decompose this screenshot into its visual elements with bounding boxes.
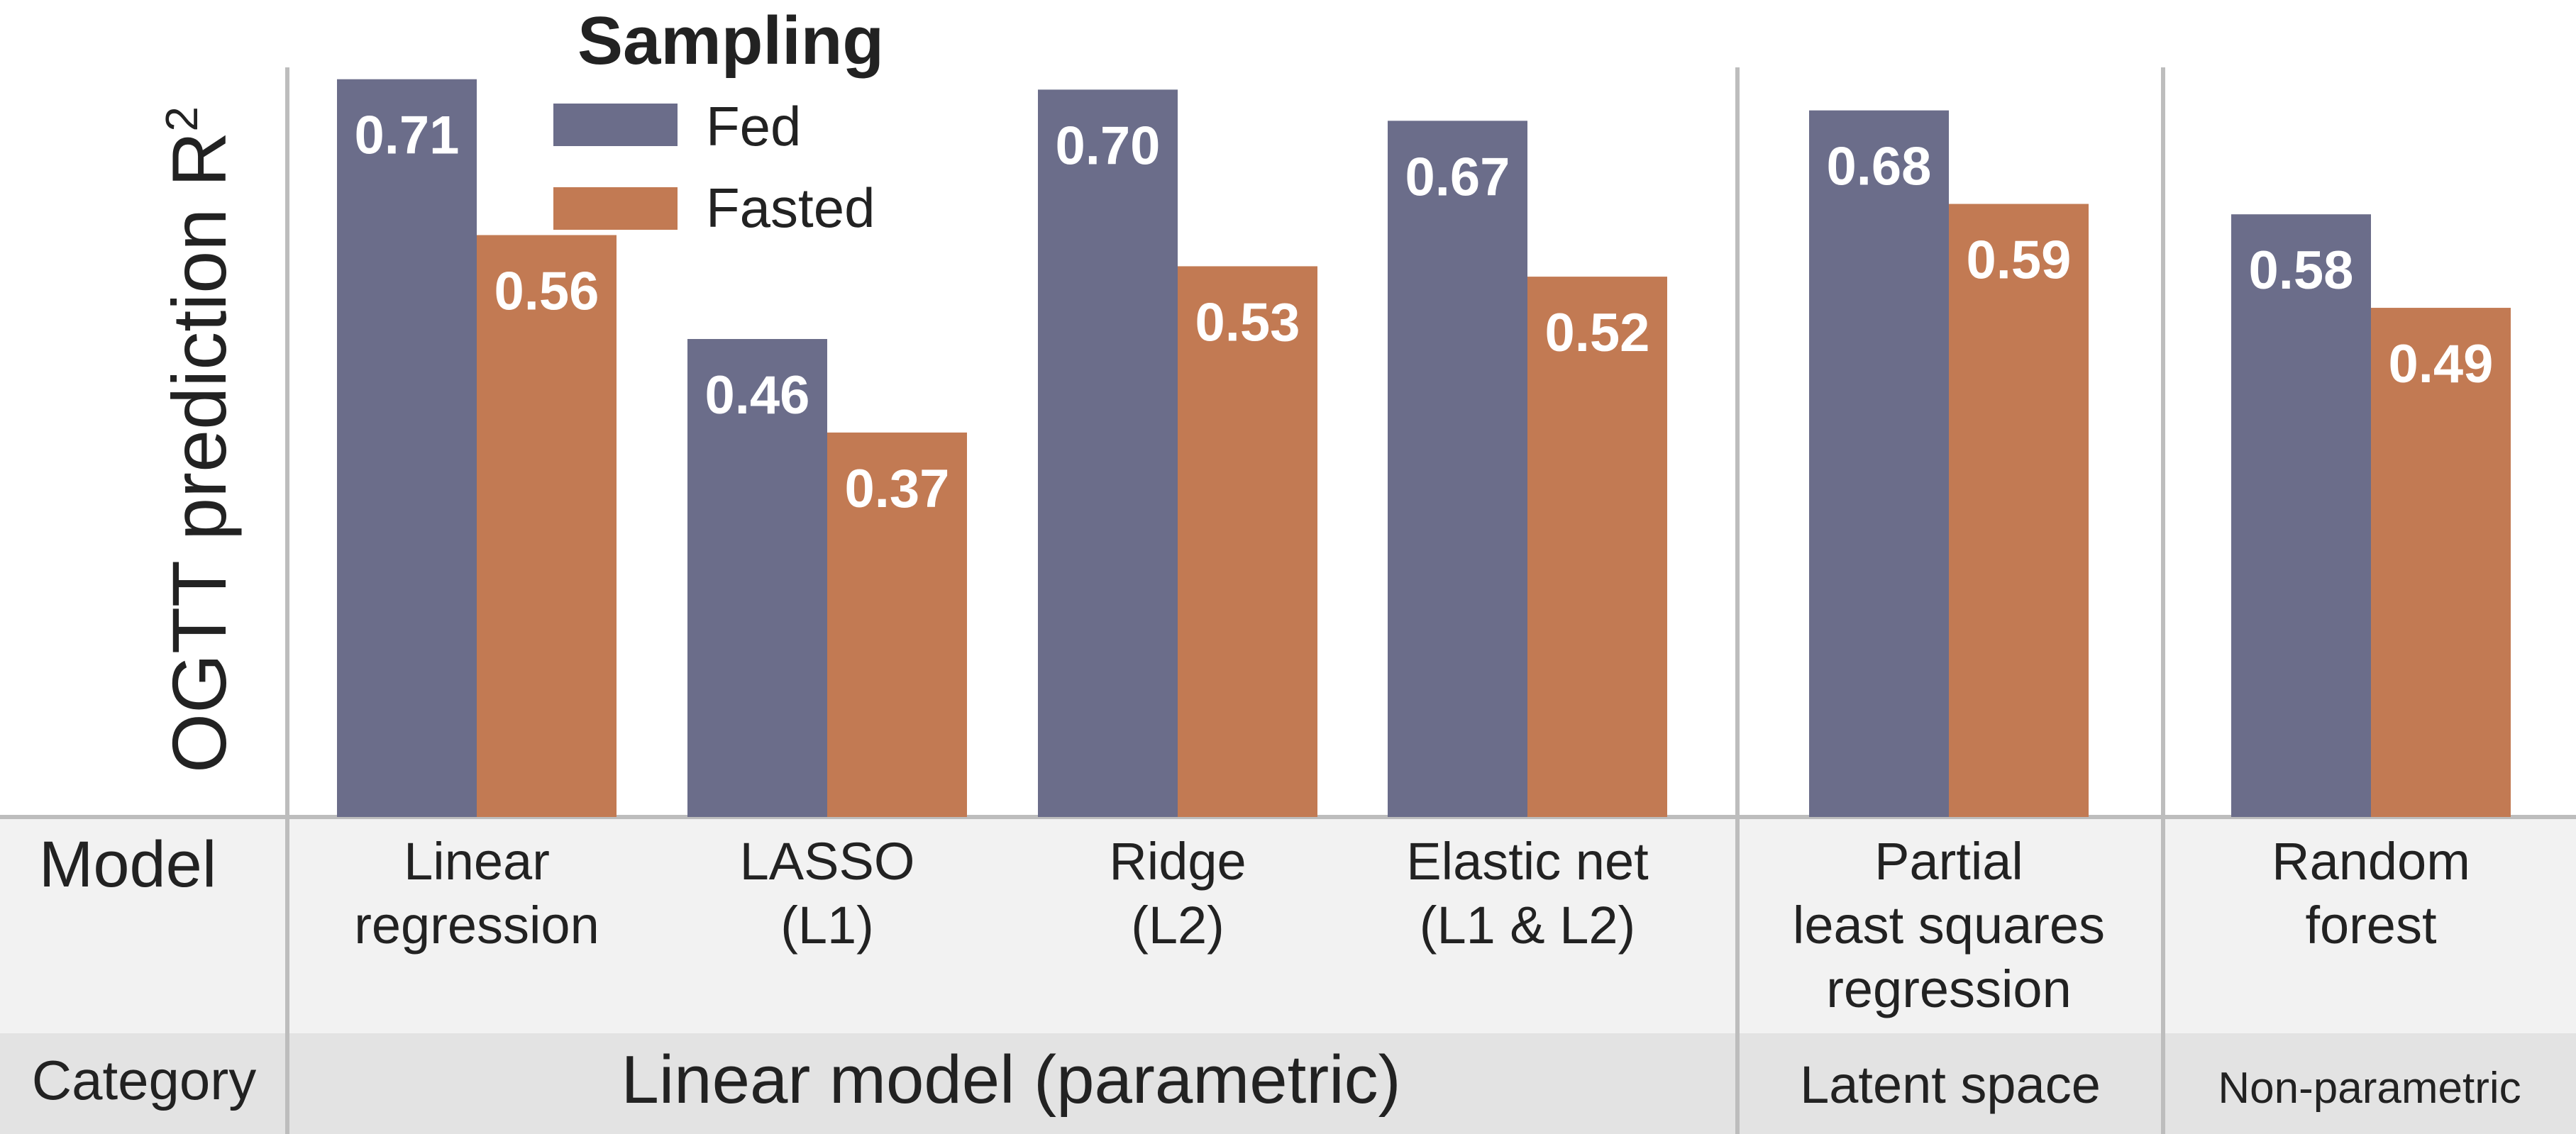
bar-label-fed-linear-regression: 0.71 (355, 106, 460, 166)
bar-fasted-linear-regression (477, 235, 617, 817)
bar-fed-linear-regression (337, 79, 477, 817)
category-label-latent-space: Latent space (1800, 1055, 2101, 1114)
bar-label-fed-lasso-l1: 0.46 (705, 365, 810, 426)
model-label-ridge-l2: Ridge (L2) (1109, 832, 1246, 955)
bar-fed-random-forest (2231, 214, 2371, 818)
legend-swatch-fasted (553, 187, 678, 230)
bar-fed-elastic-net-l1-l2 (1388, 121, 1527, 818)
bar-label-fed-elastic-net-l1-l2: 0.67 (1405, 147, 1510, 207)
bar-fed-partial-least-squares-regression (1809, 110, 1949, 817)
bar-fasted-ridge-l2 (1178, 266, 1317, 818)
y-axis-title: OGTT prediction R2 (156, 106, 242, 773)
bar-label-fasted-linear-regression: 0.56 (494, 261, 599, 321)
model-label-partial-least-squares-regression: Partial least squares regression (1793, 832, 2105, 1018)
model-label-linear-regression: Linear regression (354, 832, 599, 955)
category-label-non-parametric: Non-parametric (2218, 1064, 2521, 1113)
legend-swatch-fed (553, 104, 678, 146)
bar-label-fasted-partial-least-squares-regression: 0.59 (1967, 230, 2072, 291)
bar-label-fed-ridge-l2: 0.70 (1056, 116, 1161, 176)
bar-fasted-partial-least-squares-regression (1949, 204, 2089, 818)
bar-label-fasted-random-forest: 0.49 (2389, 334, 2494, 394)
legend-title: Sampling (577, 3, 884, 79)
legend-label-fed: Fed (706, 95, 801, 157)
category-row-background (0, 1033, 2576, 1134)
bar-label-fasted-lasso-l1: 0.37 (845, 459, 950, 519)
bar-fed-lasso-l1 (687, 339, 827, 817)
bar-label-fed-random-forest: 0.58 (2249, 240, 2354, 301)
category-label-linear-model-parametric: Linear model (parametric) (621, 1042, 1400, 1118)
bar-fasted-random-forest (2371, 308, 2511, 817)
row-label-model: Model (39, 828, 217, 901)
bar-fasted-elastic-net-l1-l2 (1527, 277, 1667, 817)
bar-label-fasted-elastic-net-l1-l2: 0.52 (1545, 303, 1650, 363)
bar-fasted-lasso-l1 (827, 432, 967, 817)
bar-label-fasted-ridge-l2: 0.53 (1195, 292, 1300, 352)
bar-fed-ridge-l2 (1038, 89, 1178, 818)
model-row-background (0, 817, 2576, 1033)
legend: Sampling Fed Fasted (553, 3, 884, 239)
bar-label-fed-partial-least-squares-regression: 0.68 (1827, 137, 1932, 197)
model-label-elastic-net-l1-l2: Elastic net (L1 & L2) (1406, 832, 1649, 955)
row-label-category: Category (32, 1049, 257, 1111)
legend-label-fasted: Fasted (706, 177, 875, 239)
model-label-random-forest: Random forest (2272, 832, 2470, 955)
model-label-lasso-l1: LASSO (L1) (740, 832, 915, 955)
